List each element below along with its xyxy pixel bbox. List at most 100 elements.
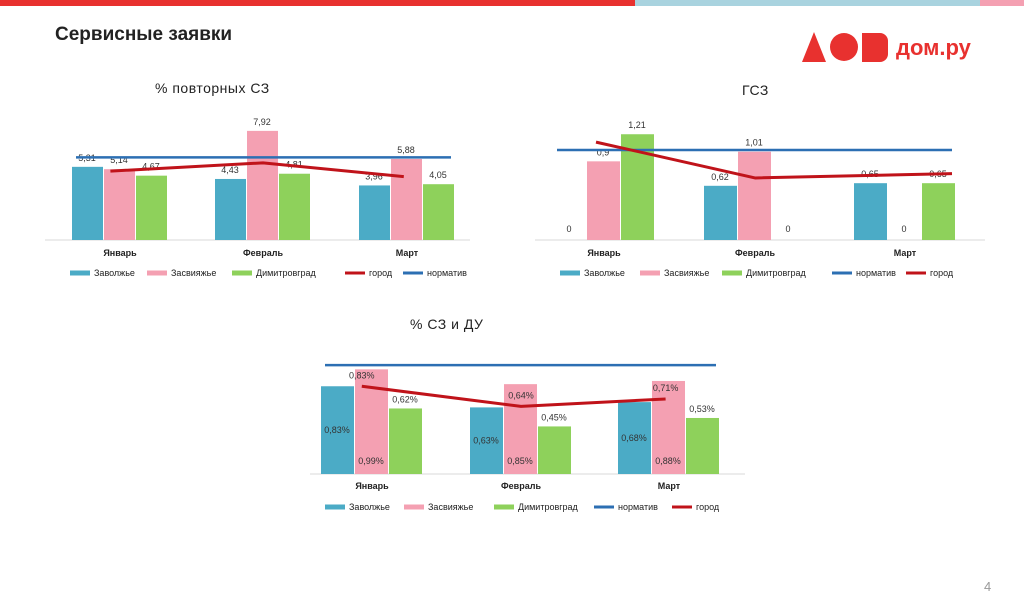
chart2-legend-swatch bbox=[560, 270, 580, 276]
logo-triangle-icon bbox=[802, 32, 826, 62]
chart2-bar bbox=[704, 185, 737, 240]
chart1-bar bbox=[247, 130, 278, 240]
chart3-data-label: 0,85% bbox=[507, 456, 533, 466]
chart2-legend-swatch bbox=[722, 270, 742, 276]
chart3-bar bbox=[618, 402, 651, 474]
chart3-category-label: Март bbox=[658, 481, 681, 491]
chart1-category-label: Март bbox=[396, 248, 419, 258]
chart3-bar bbox=[686, 417, 719, 474]
chart3-line-label: 0,83% bbox=[349, 370, 375, 380]
top-bar-light bbox=[635, 0, 980, 6]
chart3-data-label: 0,63% bbox=[473, 436, 499, 446]
chart3-category-label: Февраль bbox=[501, 481, 541, 491]
chart3-line-label: 0,71% bbox=[653, 383, 679, 393]
chart2-category-label: Январь bbox=[587, 248, 621, 258]
chart1-legend-label: Димитровград bbox=[256, 268, 317, 278]
chart2-data-label: 0 bbox=[785, 224, 790, 234]
chart1-category-label: Февраль bbox=[243, 248, 283, 258]
chart2-legend-label: Димитровград bbox=[746, 268, 807, 278]
chart3-data-label: 0,88% bbox=[655, 456, 681, 466]
chart3-data-label: 0,62% bbox=[392, 394, 418, 404]
chart1-legend-swatch bbox=[403, 271, 423, 275]
chart2-bar bbox=[854, 183, 887, 240]
chart-title-sz-du: % СЗ и ДУ bbox=[410, 316, 484, 332]
chart2-legend-swatch bbox=[906, 271, 926, 275]
chart3-data-label: 0,53% bbox=[689, 404, 715, 414]
chart1-data-label: 4,05 bbox=[429, 170, 447, 180]
chart1-data-label: 4,43 bbox=[221, 165, 239, 175]
chart1-legend-swatch bbox=[70, 270, 90, 276]
chart1-data-label: 5,88 bbox=[397, 145, 415, 155]
chart2-category-label: Март bbox=[894, 248, 917, 258]
chart3-data-label: 0,99% bbox=[358, 456, 384, 466]
brand-logo: дом.ру bbox=[802, 32, 972, 62]
chart2-data-label: 1,21 bbox=[628, 120, 646, 130]
chart1-bar bbox=[104, 169, 135, 240]
chart2-data-label: 0 bbox=[901, 224, 906, 234]
chart3-legend-label: Заволжье bbox=[349, 502, 390, 512]
chart3-line-gorod bbox=[361, 384, 666, 408]
chart3-legend-label: норматив bbox=[618, 502, 658, 512]
page-title: Сервисные заявки bbox=[55, 24, 233, 45]
chart1-data-label: 3,96 bbox=[365, 171, 383, 181]
logo-text: дом.ру bbox=[896, 35, 972, 60]
top-bar-pink bbox=[980, 0, 1024, 6]
logo-rect-icon bbox=[862, 33, 888, 62]
chart2-legend-label: город bbox=[930, 268, 954, 278]
chart3-bar bbox=[470, 407, 503, 474]
chart3-legend-label: Засвияжье bbox=[428, 502, 473, 512]
chart1-bar bbox=[423, 184, 454, 240]
chart3-bar bbox=[321, 386, 354, 474]
chart-title-repeat: % повторных СЗ bbox=[155, 80, 270, 96]
chart1-legend-swatch bbox=[232, 270, 252, 276]
chart3-bar bbox=[538, 426, 571, 474]
chart1-data-label: 4,67 bbox=[142, 162, 160, 172]
chart1-bar bbox=[215, 178, 246, 240]
chart2-bar bbox=[922, 183, 955, 240]
chart1-legend-label: Заволжье bbox=[94, 268, 135, 278]
chart1-line-gorod bbox=[110, 161, 404, 179]
chart3-data-label: 0,68% bbox=[621, 433, 647, 443]
chart1-legend-swatch bbox=[345, 271, 365, 275]
chart2-bar bbox=[738, 151, 771, 240]
chart2-legend-label: норматив bbox=[856, 268, 896, 278]
chart3-bar bbox=[652, 380, 685, 474]
chart3-legend-swatch bbox=[494, 504, 514, 510]
chart3-legend-label: Димитровград bbox=[518, 502, 579, 512]
chart2-legend-swatch bbox=[640, 270, 660, 276]
chart2-category-label: Февраль bbox=[735, 248, 775, 258]
chart3-legend-swatch bbox=[325, 504, 345, 510]
chart1-legend-label: норматив bbox=[427, 268, 467, 278]
chart1-bar bbox=[359, 185, 390, 240]
chart1-legend-label: город bbox=[369, 268, 393, 278]
chart1-category-label: Январь bbox=[103, 248, 137, 258]
chart1-bar bbox=[136, 175, 167, 240]
chart3-bar bbox=[389, 408, 422, 474]
chart3-bar bbox=[504, 384, 537, 474]
logo-circle-icon bbox=[830, 33, 858, 61]
chart2-legend-label: Заволжье bbox=[584, 268, 625, 278]
chart3-legend-swatch bbox=[404, 504, 424, 510]
chart2-data-label: 0 bbox=[566, 224, 571, 234]
chart1-data-label: 7,92 bbox=[253, 117, 271, 127]
chart3-data-label: 0,45% bbox=[541, 412, 567, 422]
page-number: 4 bbox=[984, 579, 992, 594]
chart2-line-gorod bbox=[595, 140, 953, 180]
chart1-legend-label: Засвияжье bbox=[171, 268, 216, 278]
chart2-data-label: 0,9 bbox=[597, 147, 610, 157]
chart1-data-label: 5,14 bbox=[110, 155, 128, 165]
chart1-bar bbox=[391, 158, 422, 240]
chart3-data-label: 0,83% bbox=[324, 425, 350, 435]
chart2-data-label: 0,62 bbox=[711, 172, 729, 182]
chart2-bar bbox=[587, 161, 620, 240]
chart2-legend-label: Засвияжье bbox=[664, 268, 709, 278]
chart3-category-label: Январь bbox=[355, 481, 389, 491]
chart-title-gsz: ГСЗ bbox=[742, 82, 769, 98]
chart1-bar bbox=[72, 166, 103, 240]
chart-repeat-requests: 5,314,433,965,147,925,884,67 4,814,05Янва… bbox=[45, 117, 470, 278]
chart3-legend-swatch bbox=[672, 505, 692, 509]
chart3-line-label: 0,64% bbox=[508, 390, 534, 400]
chart3-legend-label: город bbox=[696, 502, 720, 512]
